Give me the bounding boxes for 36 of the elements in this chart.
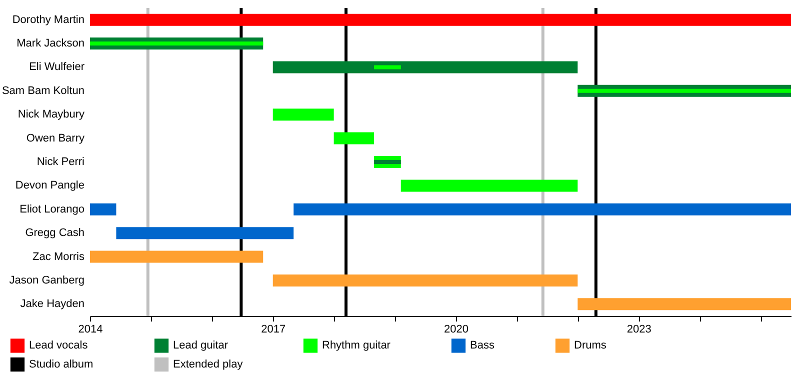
bar	[334, 132, 374, 144]
y-tick-label: Zac Morris	[32, 250, 85, 263]
y-tick-label: Eli Wulfeier	[29, 61, 85, 74]
y-tick-label: Sam Bam Koltun	[2, 84, 84, 97]
y-tick-label: Mark Jackson	[16, 38, 84, 50]
x-tick-label: 2023	[626, 324, 652, 336]
x-tick-label: 2020	[444, 324, 468, 336]
legend-label: Lead vocals	[29, 340, 88, 352]
bar	[272, 61, 578, 74]
bar	[272, 274, 578, 286]
legend-label: Rhythm guitar	[322, 340, 391, 352]
y-tick-label: Jason Ganberg	[9, 274, 84, 286]
bar	[374, 160, 401, 164]
y-tick-label: Devon Pangle	[15, 180, 84, 192]
bar	[90, 14, 791, 26]
y-tick-label: Nick Perri	[36, 156, 84, 168]
x-tick-label: 2014	[78, 324, 103, 336]
y-tick-label: Jake Hayden	[20, 298, 84, 310]
y-tick-label: Dorothy Martin	[12, 14, 84, 26]
bar	[400, 180, 578, 192]
y-tick-label: Owen Barry	[26, 132, 85, 144]
bar	[90, 203, 116, 216]
y-tick-label: Nick Maybury	[18, 108, 85, 121]
bar	[90, 250, 264, 263]
bar	[116, 227, 294, 240]
legend-label: Bass	[470, 340, 495, 352]
bar	[294, 203, 791, 216]
legend-label: Studio album	[29, 358, 94, 370]
legend-label: Drums	[574, 340, 607, 352]
bar	[578, 298, 791, 310]
y-tick-label: Gregg Cash	[25, 227, 84, 240]
y-tick-label: Eliot Lorango	[20, 203, 84, 216]
legend-label: Extended play	[173, 358, 244, 370]
bar	[272, 108, 334, 121]
x-tick-label: 2017	[261, 324, 286, 336]
legend-label: Lead guitar	[173, 340, 228, 352]
